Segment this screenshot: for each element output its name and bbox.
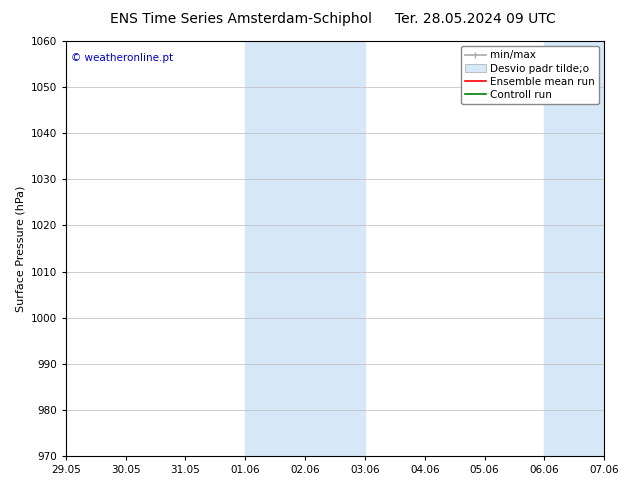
Bar [245, 41, 365, 456]
Bar [545, 41, 604, 456]
Legend: min/max, Desvio padr tilde;o, Ensemble mean run, Controll run: min/max, Desvio padr tilde;o, Ensemble m… [461, 46, 599, 104]
Y-axis label: Surface Pressure (hPa): Surface Pressure (hPa) [15, 185, 25, 312]
Text: ENS Time Series Amsterdam-Schiphol: ENS Time Series Amsterdam-Schiphol [110, 12, 372, 26]
Text: © weatheronline.pt: © weatheronline.pt [71, 53, 173, 64]
Text: Ter. 28.05.2024 09 UTC: Ter. 28.05.2024 09 UTC [395, 12, 556, 26]
